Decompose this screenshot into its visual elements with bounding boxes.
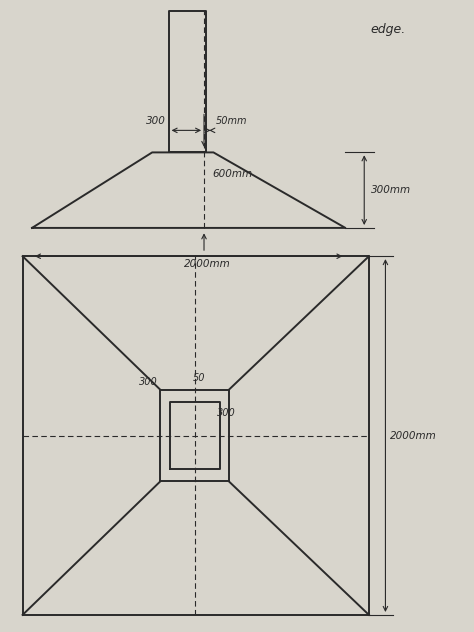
Text: 300: 300 (217, 408, 236, 418)
Text: 2000mm: 2000mm (184, 259, 231, 269)
Text: 50: 50 (193, 374, 206, 384)
Text: 2000mm: 2000mm (390, 430, 437, 441)
Text: 300: 300 (139, 377, 158, 387)
Text: 300mm: 300mm (371, 185, 411, 195)
Text: 300: 300 (146, 116, 166, 126)
Text: 50mm: 50mm (216, 116, 247, 126)
Text: 600mm: 600mm (212, 169, 252, 179)
Text: edge.: edge. (370, 23, 405, 37)
